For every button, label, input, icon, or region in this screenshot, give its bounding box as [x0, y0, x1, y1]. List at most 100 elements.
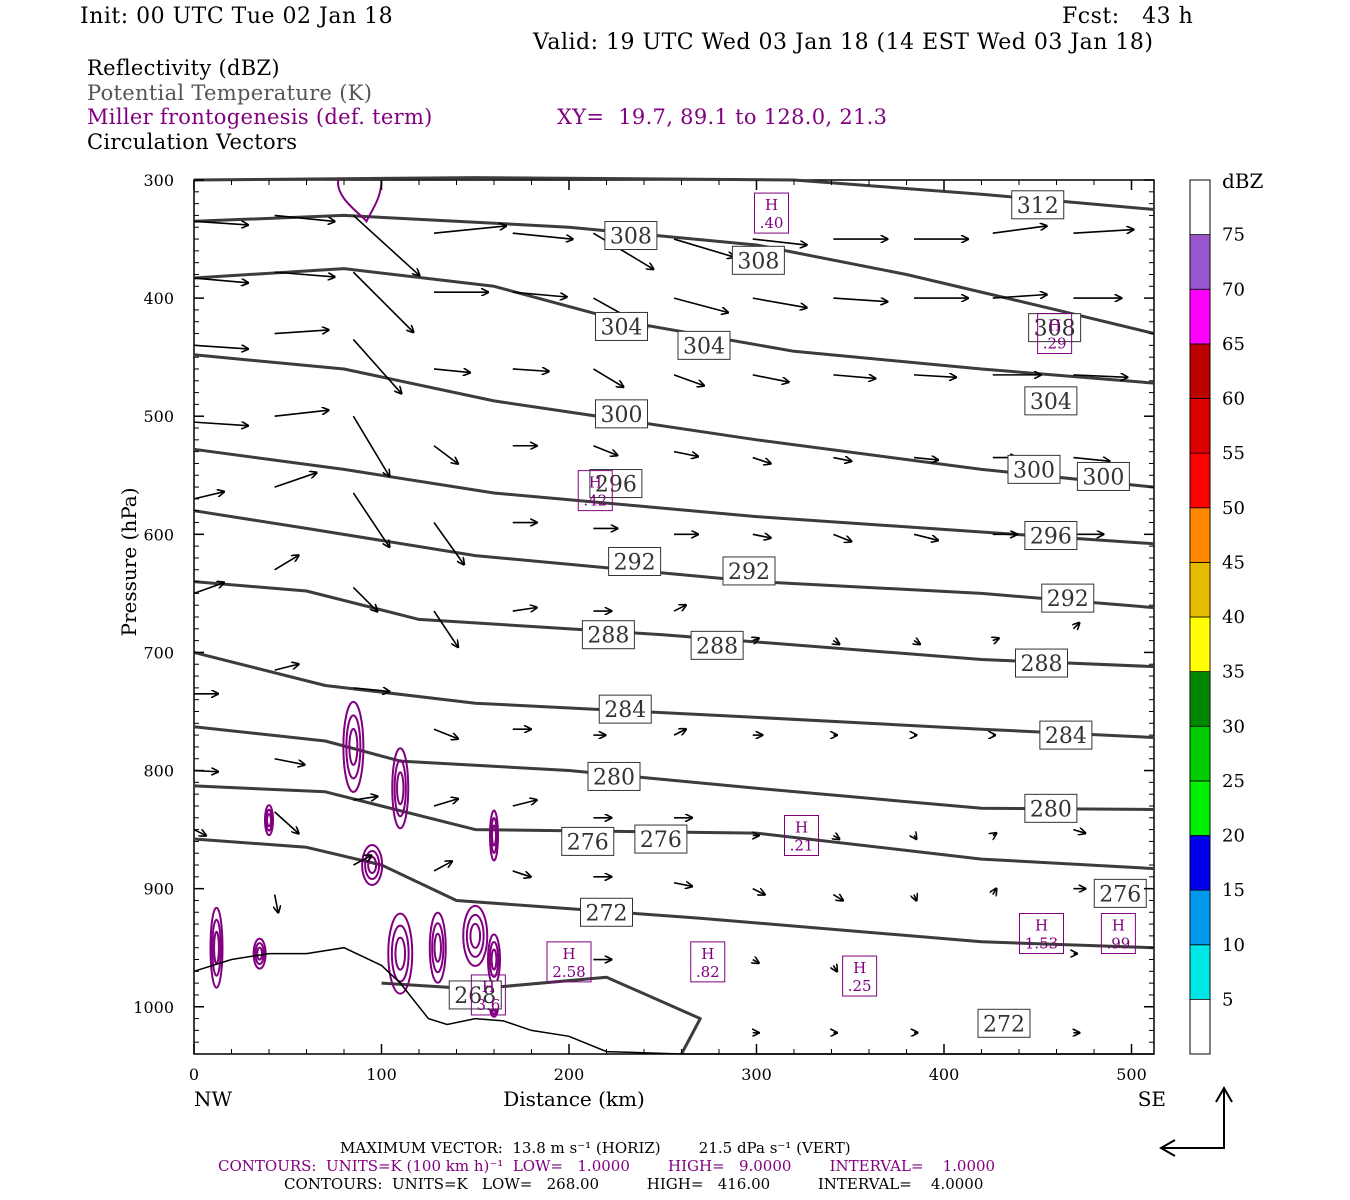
circulation-vector [274, 214, 335, 221]
circulation-vector [353, 796, 377, 800]
theta-label-box [587, 761, 641, 791]
theta-contour-276 [193, 784, 1155, 871]
circulation-vector [833, 375, 875, 379]
theta-contour-308 [193, 213, 1155, 335]
colorbar-bin [1189, 889, 1211, 946]
circulation-vector [274, 271, 335, 277]
theta-label-box [608, 546, 662, 576]
theta-contour-272 [193, 837, 1155, 950]
colorbar-bin [1189, 725, 1211, 782]
frontogenesis-contour [361, 844, 384, 887]
colorbar-bin [1189, 288, 1211, 345]
frontogenesis-contour [465, 913, 485, 958]
frontogenesis-contour [469, 922, 482, 949]
theta-label-box [977, 1008, 1031, 1038]
colorbar-bin [1189, 343, 1211, 399]
theta-label-box [581, 620, 635, 650]
colorbar-tick-label: 60 [1222, 389, 1245, 410]
circulation-vector [752, 887, 765, 895]
y-tick-label: 400 [143, 289, 174, 308]
theta-contour-284 [193, 650, 1155, 739]
frontogenesis-contour [211, 918, 222, 977]
theta-label-box [677, 330, 731, 360]
theta-label: 304 [601, 315, 643, 340]
frontogenesis-contour [264, 804, 274, 837]
circulation-vector [673, 297, 728, 312]
frontogenesis-high-box [546, 941, 592, 983]
theta-label-box [595, 311, 648, 341]
circulation-vector [913, 375, 956, 377]
frontogenesis-high-box [1037, 313, 1073, 355]
theta-label: 300 [601, 403, 643, 428]
colorbar-bin [1189, 234, 1211, 290]
frontogenesis-high-label: H [701, 945, 714, 963]
frontogenesis-contour [266, 813, 272, 828]
circulation-vector [833, 298, 887, 302]
frontogenesis-contour [394, 936, 407, 971]
y-axis-title: Pressure (hPa) [117, 488, 141, 637]
circulation-vector [673, 238, 734, 257]
frontogenesis-contour [491, 824, 497, 847]
circulation-vector [274, 410, 329, 418]
frontogenesis-high-label: H [482, 978, 495, 996]
colorbar-tick-label: 5 [1222, 989, 1233, 1010]
x-tick-label: 100 [366, 1065, 397, 1084]
colorbar-bin [1189, 944, 1211, 1000]
frontogenesis-high-value: 1.53 [1025, 935, 1058, 953]
field-theta: Potential Temperature (K) [87, 81, 373, 105]
circulation-vector [433, 522, 464, 565]
circulation-vector [914, 895, 916, 901]
theta-contour-288 [193, 580, 1155, 669]
circulation-vector [593, 445, 617, 456]
circulation-vector [913, 533, 938, 540]
theta-label: 280 [1030, 797, 1072, 822]
circulation-vector [274, 757, 305, 765]
theta-label: 268 [454, 984, 496, 1009]
theta-label-box [722, 556, 776, 586]
circulation-vector [993, 889, 997, 895]
circulation-vector [512, 232, 573, 239]
circulation-vector [512, 800, 537, 807]
theta-label-box [561, 826, 615, 856]
circulation-vector [433, 799, 458, 807]
colorbar-tick-label: 55 [1222, 443, 1245, 464]
frontogenesis-high-box [1019, 913, 1064, 955]
theta-label-box [1024, 386, 1078, 416]
frontogenesis-contour [488, 941, 500, 979]
theta-label-box [604, 221, 658, 251]
frontogenesis-contour [489, 809, 499, 862]
frontogenesis-high-label: H [1035, 917, 1048, 935]
frontogenesis-contour [209, 906, 224, 989]
circulation-vector [752, 374, 789, 382]
frontogenesis-contour [428, 911, 447, 984]
colorbar-tick-label: 75 [1222, 225, 1245, 246]
frontogenesis-contour [490, 948, 498, 971]
frontogenesis-high-value: .82 [696, 963, 720, 981]
frontogenesis-high-box [784, 815, 819, 856]
frontogenesis-contour [254, 942, 265, 966]
circulation-vector [833, 533, 851, 541]
circulation-vector [673, 729, 686, 736]
circulation-vector [352, 586, 377, 611]
x-tick-label: 300 [741, 1065, 772, 1084]
theta-label: 288 [587, 624, 629, 649]
theta-label: 308 [1034, 317, 1076, 342]
circulation-vector [833, 836, 839, 840]
theta-contour-280 [193, 725, 1155, 811]
theta-label: 292 [614, 550, 656, 575]
theta-contour-304 [193, 267, 1155, 385]
theta-label-box [690, 630, 744, 660]
circulation-vector [1073, 623, 1079, 629]
forecast-hour: Fcst: 43 h [1062, 4, 1194, 29]
frontogenesis-contour [387, 912, 414, 995]
circulation-vector [193, 277, 248, 283]
frontogenesis-contour [391, 747, 410, 830]
circulation-vector [992, 295, 1047, 299]
circulation-vector [193, 345, 248, 349]
theta-label-box [1011, 190, 1065, 220]
colorbar-bin [1189, 561, 1211, 618]
y-tick-label: 700 [143, 643, 174, 662]
colorbar-tick-label: 40 [1222, 607, 1245, 628]
frontogenesis-high-value: 3.6 [476, 996, 500, 1014]
frontogenesis-high-label: H [795, 819, 808, 837]
